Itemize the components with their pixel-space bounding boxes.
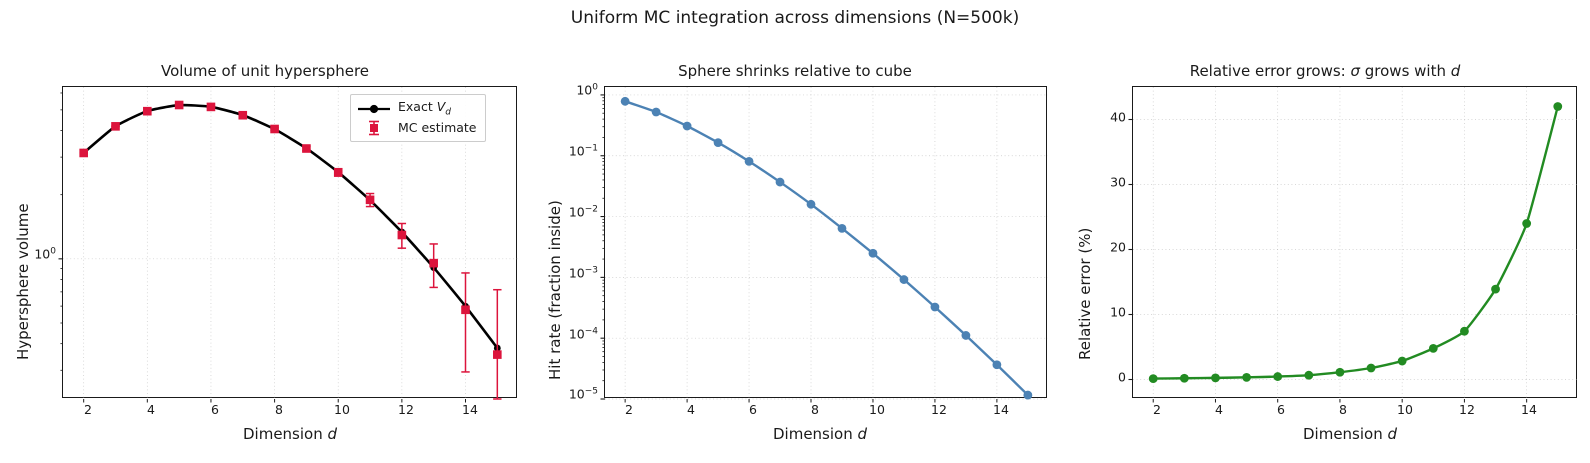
- legend-entry-exact[interactable]: Exact Vd: [357, 99, 477, 118]
- panel-hitrate-xtick-10: 10: [869, 402, 885, 417]
- panel-volume-xlabel: Dimension d: [242, 425, 338, 443]
- legend-swatch-exact-line: [358, 104, 390, 113]
- panel-volume-xtick-2: 2: [84, 402, 92, 417]
- panel-relerror-ytick-30: 30: [1110, 174, 1126, 190]
- panel-hitrate-ytick-3: 10−3: [568, 265, 598, 281]
- panel-hitrate-xtick-4: 4: [687, 402, 695, 417]
- figure-suptitle: Uniform MC integration across dimensions…: [570, 8, 1020, 28]
- panel-volume-xtick-12: 12: [398, 402, 414, 417]
- panel-hitrate-xtick-8: 8: [811, 402, 819, 417]
- panel-relerror-xtick-14: 14: [1521, 402, 1537, 417]
- panel-hitrate-ytick-1: 10−1: [568, 143, 598, 159]
- panel-relerror: Relative error grows: σ grows with d Rel…: [1060, 0, 1590, 463]
- panel-relerror-xtick-2: 2: [1153, 402, 1161, 417]
- legend-label-exact: Exact Vd: [398, 99, 451, 118]
- panel-hitrate-ytick-0: 100: [576, 82, 598, 98]
- panel-hitrate-xtick-6: 6: [749, 402, 757, 417]
- panel-relerror-xtick-12: 12: [1459, 402, 1475, 417]
- panel-relerror-ytick-40: 40: [1110, 109, 1126, 125]
- panel-volume-ylabel: Hypersphere volume: [14, 203, 32, 360]
- panel-volume-legend[interactable]: Exact Vd MC estimate: [350, 94, 486, 142]
- panel-hitrate-plot: [600, 87, 1048, 403]
- legend-label-mc: MC estimate: [398, 120, 477, 135]
- panel-volume-plot: [58, 87, 518, 403]
- panel-hitrate-axes: [600, 86, 1048, 403]
- panel-relerror-ytick-0: 0: [1118, 369, 1126, 385]
- panel-volume-xtick-4: 4: [147, 402, 155, 417]
- panel-hitrate-ytick-4: 10−4: [568, 326, 598, 342]
- panel-hitrate-ylabel: Hit rate (fraction inside): [546, 200, 564, 380]
- panel-hitrate-xlabel: Dimension d: [772, 425, 868, 443]
- panel-hitrate-ytick-2: 10−2: [568, 204, 598, 220]
- panel-relerror-xtick-10: 10: [1397, 402, 1413, 417]
- legend-entry-mc[interactable]: MC estimate: [357, 118, 477, 137]
- panel-relerror-axes: [1128, 86, 1578, 403]
- panel-volume-xtick-8: 8: [275, 402, 283, 417]
- panel-relerror-xtick-4: 4: [1215, 402, 1223, 417]
- legend-swatch-mc-marker: [369, 120, 379, 135]
- panel-volume-xtick-10: 10: [334, 402, 350, 417]
- panel-volume: Volume of unit hypersphere Hypersphere v…: [0, 0, 530, 463]
- panel-volume-title: Volume of unit hypersphere: [160, 62, 370, 80]
- panel-hitrate: Sphere shrinks relative to cube Hit rate…: [530, 0, 1060, 463]
- panel-hitrate-xtick-14: 14: [993, 402, 1009, 417]
- panel-relerror-xlabel: Dimension d: [1302, 425, 1398, 443]
- panel-hitrate-xtick-2: 2: [625, 402, 633, 417]
- panel-volume-xtick-14: 14: [462, 402, 478, 417]
- panel-relerror-plot: [1128, 87, 1578, 403]
- panel-hitrate-xtick-12: 12: [931, 402, 947, 417]
- panel-hitrate-title: Sphere shrinks relative to cube: [678, 62, 912, 80]
- panel-relerror-xtick-8: 8: [1339, 402, 1347, 417]
- panel-relerror-ytick-10: 10: [1110, 304, 1126, 320]
- panel-relerror-title: Relative error grows: σ grows with d: [1189, 62, 1461, 80]
- panel-relerror-ytick-20: 20: [1110, 239, 1126, 255]
- panel-volume-xtick-6: 6: [211, 402, 219, 417]
- panel-relerror-xtick-6: 6: [1277, 402, 1285, 417]
- panel-hitrate-ytick-5: 10−5: [568, 386, 598, 402]
- panel-volume-ytick-0: 100: [34, 246, 56, 262]
